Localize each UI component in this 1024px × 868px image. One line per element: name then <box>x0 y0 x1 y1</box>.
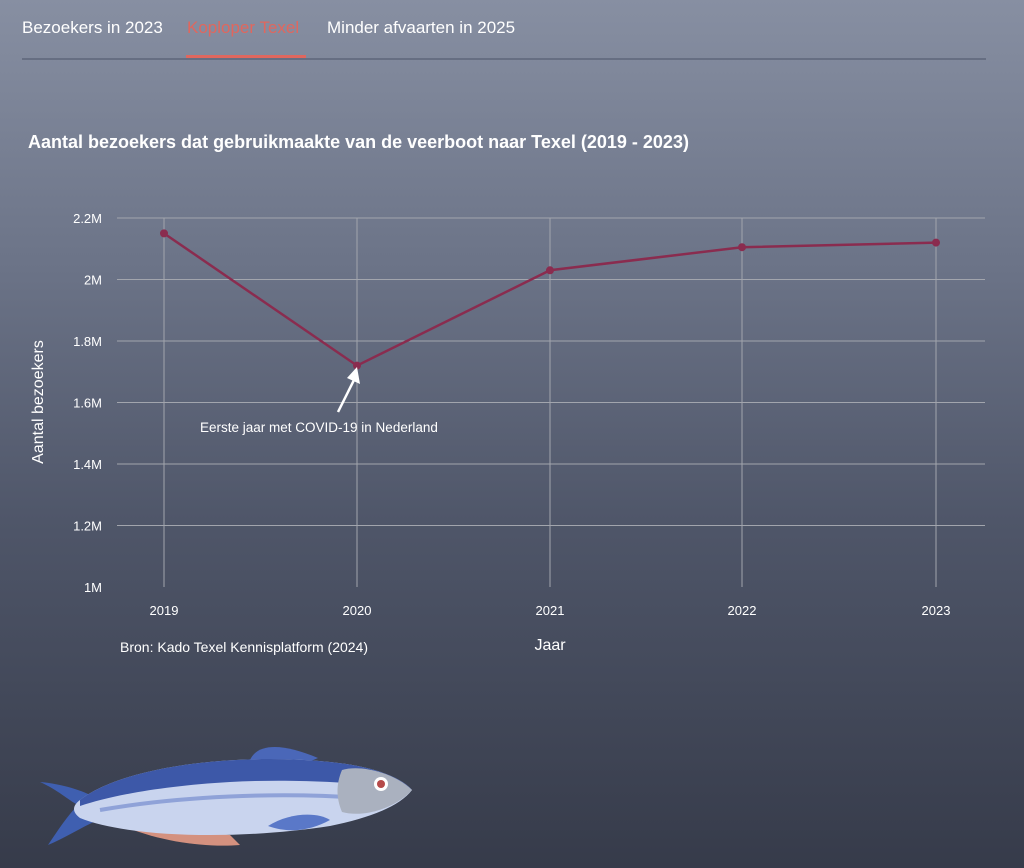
data-point[interactable] <box>353 361 361 370</box>
tab-bezoekers-2023[interactable]: Bezoekers in 2023 <box>22 18 163 37</box>
data-point[interactable] <box>738 243 746 252</box>
source-note: Bron: Kado Texel Kennisplatform (2024) <box>120 639 368 655</box>
y-tick-label: 2M <box>84 273 102 288</box>
annotation-arrow-head <box>347 367 360 384</box>
y-tick-label: 1.4M <box>73 457 102 472</box>
y-axis-title: Aantal bezoekers <box>30 340 47 464</box>
chart-title: Aantal bezoekers dat gebruikmaakte van d… <box>28 132 689 152</box>
annotation: Eerste jaar met COVID-19 in Nederland <box>200 367 438 435</box>
data-point[interactable] <box>160 229 168 238</box>
fish-illustration <box>40 747 412 846</box>
annotation-arrow-line <box>336 377 357 413</box>
y-tick-label: 1.8M <box>73 334 102 349</box>
y-tick-label: 1.6M <box>73 396 102 411</box>
y-tick-label: 2.2M <box>73 211 102 226</box>
x-axis-title: Jaar <box>534 637 566 654</box>
series-group <box>160 229 940 370</box>
x-tick-label: 2020 <box>343 603 372 618</box>
data-point[interactable] <box>546 266 554 275</box>
data-point[interactable] <box>932 238 940 247</box>
tab-bar: Bezoekers in 2023 Koploper Texel Minder … <box>22 0 986 60</box>
x-axis-ticks: 2019 2020 2021 2022 2023 <box>150 603 951 618</box>
chart-grid <box>117 217 985 587</box>
annotation-text: Eerste jaar met COVID-19 in Nederland <box>200 420 438 435</box>
x-tick-label: 2023 <box>922 603 951 618</box>
y-axis-ticks: 1M 1.2M 1.4M 1.6M 1.8M 2M 2.2M <box>73 211 102 595</box>
x-tick-label: 2022 <box>728 603 757 618</box>
y-tick-label: 1.2M <box>73 519 102 534</box>
y-tick-label: 1M <box>84 580 102 595</box>
x-tick-label: 2021 <box>536 603 565 618</box>
active-tab-indicator <box>186 55 306 58</box>
tab-koploper-texel[interactable]: Koploper Texel <box>187 18 300 37</box>
tab-minder-afvaarten[interactable]: Minder afvaarten in 2025 <box>327 18 516 37</box>
x-tick-label: 2019 <box>150 603 179 618</box>
